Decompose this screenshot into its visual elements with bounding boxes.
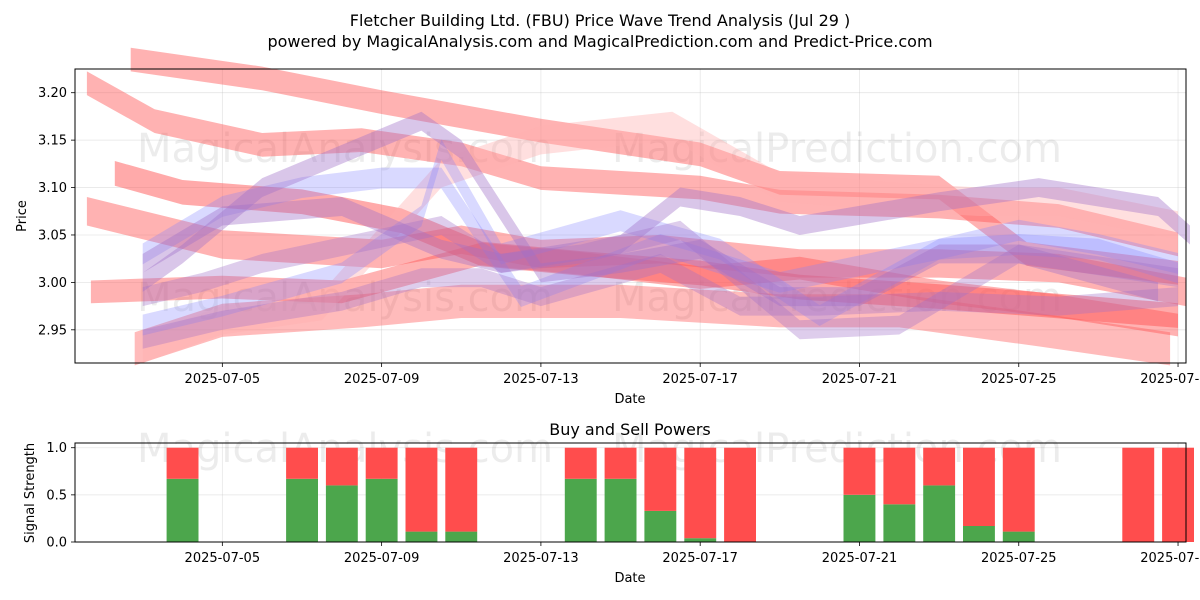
sell-bar bbox=[724, 447, 756, 542]
wave-band-12 bbox=[142, 216, 1179, 340]
sell-bar bbox=[1002, 447, 1035, 532]
x-tick-label: 2025-07-13 bbox=[503, 372, 579, 387]
power-y-ticks: 0.0 0.5 1.0 bbox=[46, 441, 75, 551]
x-tick-label: 2025-07-25 bbox=[981, 551, 1057, 566]
buy-bar bbox=[604, 478, 637, 542]
wave-band-10 bbox=[142, 178, 1191, 273]
buy-bar bbox=[445, 531, 478, 542]
chart-title: Fletcher Building Ltd. (FBU) Price Wave … bbox=[350, 11, 851, 30]
buy-bar bbox=[684, 538, 717, 542]
price-x-axis-label: Date bbox=[614, 392, 645, 407]
y-tick-label: 3.10 bbox=[38, 181, 67, 196]
x-tick-label: 2025-07-17 bbox=[662, 551, 738, 566]
x-tick-label: 2025-07-29 bbox=[1140, 372, 1200, 387]
sell-bar bbox=[923, 447, 956, 486]
power-y-axis-label: Signal Strength bbox=[23, 443, 38, 543]
x-tick-label: 2025-07-21 bbox=[822, 551, 898, 566]
x-tick-label: 2025-07-05 bbox=[185, 551, 261, 566]
buy-bar bbox=[1002, 531, 1035, 542]
sell-bar bbox=[684, 447, 717, 539]
power-x-axis-label: Date bbox=[614, 571, 645, 586]
buy-bar bbox=[963, 526, 995, 542]
price-panel: MagicalAnalysis.com MagicalPrediction.co… bbox=[15, 47, 1200, 407]
wave-band-7 bbox=[142, 167, 1179, 307]
x-tick-label: 2025-07-21 bbox=[822, 372, 898, 387]
watermark-text: MagicalAnalysis.com bbox=[137, 126, 553, 172]
y-tick-label: 3.20 bbox=[38, 86, 67, 101]
sell-bar bbox=[405, 447, 438, 532]
y-tick-label: 0.0 bbox=[46, 536, 67, 551]
sell-bar bbox=[365, 447, 398, 479]
sell-bar bbox=[1162, 447, 1194, 542]
sell-bar bbox=[564, 447, 597, 479]
wave-band-5 bbox=[134, 284, 1171, 366]
x-tick-label: 2025-07-05 bbox=[185, 372, 261, 387]
wave-band-0 bbox=[86, 71, 1178, 257]
wave-band-9 bbox=[142, 111, 1159, 307]
wave-band-8 bbox=[142, 139, 1179, 336]
sell-bar bbox=[843, 447, 876, 495]
price-y-axis-label: Price bbox=[15, 200, 30, 232]
sell-bar bbox=[445, 447, 478, 532]
watermark-text: MagicalAnalysis.com bbox=[137, 275, 553, 321]
sell-bar bbox=[1122, 447, 1155, 542]
y-tick-label: 2.95 bbox=[38, 323, 67, 338]
power-bars bbox=[166, 447, 1194, 542]
power-panel: Buy and Sell Powers MagicalAnalysis.com … bbox=[23, 420, 1200, 586]
x-tick-label: 2025-07-09 bbox=[344, 372, 420, 387]
sell-bar bbox=[644, 447, 677, 511]
y-tick-label: 3.05 bbox=[38, 228, 67, 243]
sell-bar bbox=[883, 447, 916, 505]
x-tick-label: 2025-07-25 bbox=[981, 372, 1057, 387]
buy-bar bbox=[883, 504, 916, 542]
price-wave-series bbox=[86, 47, 1191, 366]
x-tick-label: 2025-07-17 bbox=[662, 372, 738, 387]
x-tick-label: 2025-07-29 bbox=[1140, 551, 1200, 566]
power-chart-title: Buy and Sell Powers bbox=[549, 420, 711, 439]
chart-subtitle: powered by MagicalAnalysis.com and Magic… bbox=[267, 32, 932, 51]
power-x-ticks: 2025-07-05 2025-07-09 2025-07-13 2025-07-17… bbox=[185, 542, 1200, 566]
buy-bar bbox=[564, 478, 597, 542]
buy-bar bbox=[365, 478, 398, 542]
price-plot-frame bbox=[74, 68, 1187, 364]
buy-bar bbox=[405, 531, 438, 542]
x-tick-label: 2025-07-13 bbox=[503, 551, 579, 566]
buy-bar bbox=[166, 478, 199, 542]
sell-bar bbox=[604, 447, 637, 479]
y-tick-label: 1.0 bbox=[46, 441, 67, 456]
y-tick-label: 0.5 bbox=[46, 488, 67, 503]
buy-bar bbox=[286, 478, 318, 542]
y-tick-label: 3.00 bbox=[38, 276, 67, 291]
price-x-ticks: 2025-07-05 2025-07-09 2025-07-13 2025-07-17… bbox=[185, 363, 1200, 387]
y-tick-label: 3.15 bbox=[38, 134, 67, 149]
sell-bar bbox=[325, 447, 358, 486]
buy-bar bbox=[923, 485, 956, 542]
sell-bar bbox=[963, 447, 995, 526]
sell-bar bbox=[286, 447, 318, 479]
buy-bar bbox=[843, 494, 876, 542]
wave-band-11 bbox=[142, 253, 1179, 349]
price-y-ticks: 2.95 3.00 3.05 3.10 3.15 3.20 bbox=[38, 86, 75, 338]
wave-band-3 bbox=[114, 161, 1178, 328]
watermark-text: MagicalPrediction.com bbox=[612, 126, 1062, 172]
buy-bar bbox=[644, 510, 677, 542]
power-plot-frame bbox=[74, 442, 1187, 543]
wave-band-2 bbox=[86, 197, 1186, 307]
sell-bar bbox=[166, 447, 199, 479]
buy-bar bbox=[325, 485, 358, 542]
wave-band-4 bbox=[90, 242, 1178, 337]
x-tick-label: 2025-07-09 bbox=[344, 551, 420, 566]
wave-band-1 bbox=[130, 47, 1179, 285]
